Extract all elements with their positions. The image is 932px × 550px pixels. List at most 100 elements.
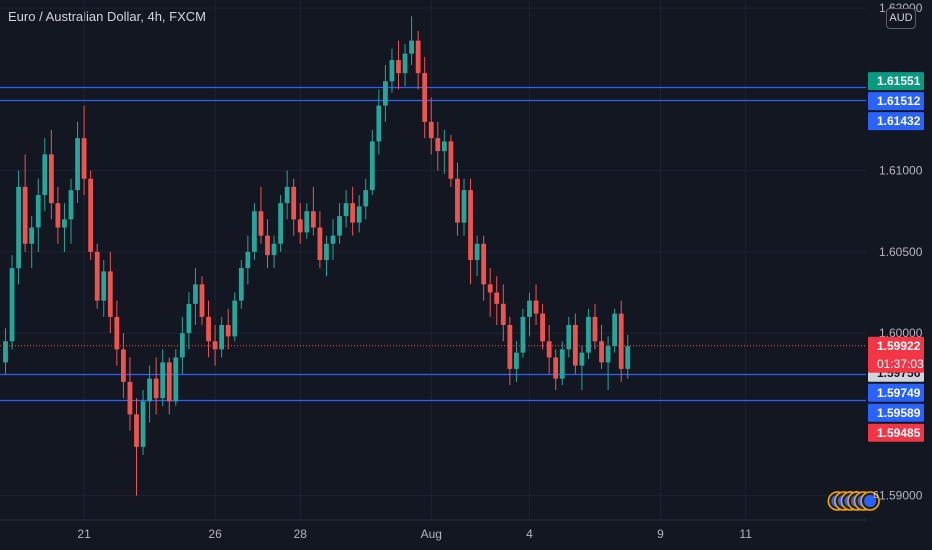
candle[interactable] (481, 235, 487, 301)
candle[interactable] (625, 334, 631, 379)
candle[interactable] (68, 178, 74, 244)
candle[interactable] (533, 284, 539, 325)
candle[interactable] (199, 276, 205, 325)
candle[interactable] (22, 154, 28, 252)
candle[interactable] (586, 308, 591, 360)
candle[interactable] (317, 211, 323, 269)
candle[interactable] (147, 365, 152, 423)
candle[interactable] (153, 357, 159, 415)
candle[interactable] (225, 308, 231, 350)
candle[interactable] (107, 251, 113, 334)
candle[interactable] (324, 235, 329, 277)
candle[interactable] (310, 186, 316, 236)
candle[interactable] (579, 346, 585, 390)
candle[interactable] (238, 260, 244, 309)
candle[interactable] (42, 138, 48, 212)
candle[interactable] (514, 341, 519, 382)
candle[interactable] (75, 121, 80, 204)
candle[interactable] (304, 203, 310, 239)
event-marker[interactable]: 6 (860, 490, 880, 511)
candle[interactable] (520, 308, 526, 358)
candle[interactable] (212, 325, 218, 366)
candle[interactable] (396, 40, 401, 90)
candle[interactable] (553, 349, 559, 390)
candle[interactable] (291, 178, 297, 236)
candle[interactable] (566, 316, 572, 358)
candle[interactable] (350, 186, 356, 236)
candle[interactable] (540, 303, 545, 350)
candle[interactable] (487, 268, 493, 317)
candle[interactable] (389, 48, 395, 93)
candle[interactable] (81, 105, 87, 195)
currency-button[interactable]: AUD (886, 8, 916, 29)
candle[interactable] (179, 316, 185, 374)
candle[interactable] (245, 235, 251, 285)
candle[interactable] (356, 195, 362, 233)
candle[interactable] (16, 170, 21, 285)
candle[interactable] (140, 390, 146, 455)
candle[interactable] (9, 255, 15, 350)
candle[interactable] (507, 316, 513, 386)
candle[interactable] (55, 186, 61, 244)
candle[interactable] (369, 130, 375, 195)
candle[interactable] (265, 219, 270, 269)
candle[interactable] (435, 121, 441, 171)
candle[interactable] (48, 130, 54, 220)
candle[interactable] (402, 43, 408, 87)
candle[interactable] (271, 235, 277, 269)
candle[interactable] (618, 300, 624, 382)
candle[interactable] (166, 357, 172, 415)
candle[interactable] (297, 203, 303, 244)
candle[interactable] (160, 349, 166, 407)
candle[interactable] (612, 308, 618, 353)
candle[interactable] (284, 170, 290, 220)
candle[interactable] (422, 56, 428, 139)
candle[interactable] (605, 336, 611, 390)
candle[interactable] (219, 316, 225, 358)
candle[interactable] (474, 235, 480, 277)
candle[interactable] (572, 313, 578, 374)
candle[interactable] (3, 328, 8, 374)
candle[interactable] (592, 303, 598, 350)
candle[interactable] (500, 284, 506, 342)
candle[interactable] (258, 186, 264, 244)
candle[interactable] (186, 292, 192, 350)
candle[interactable] (127, 357, 133, 431)
candle[interactable] (62, 203, 67, 252)
candle[interactable] (88, 170, 94, 260)
candle[interactable] (415, 30, 421, 90)
candle[interactable] (461, 178, 467, 236)
candle[interactable] (134, 398, 139, 496)
candle[interactable] (559, 341, 565, 386)
candle[interactable] (527, 292, 532, 337)
candle[interactable] (428, 97, 434, 155)
candle[interactable] (173, 349, 179, 407)
candle[interactable] (35, 178, 41, 252)
candle[interactable] (494, 276, 500, 325)
candle[interactable] (114, 300, 120, 366)
candle[interactable] (278, 195, 283, 252)
candle[interactable] (468, 178, 473, 285)
candle[interactable] (121, 333, 126, 399)
candle[interactable] (337, 203, 342, 244)
candle[interactable] (94, 243, 100, 309)
candle[interactable] (376, 89, 382, 155)
candle[interactable] (383, 65, 388, 122)
candle[interactable] (29, 216, 35, 269)
candle[interactable] (599, 325, 604, 369)
candle[interactable] (101, 260, 107, 317)
candle[interactable] (455, 162, 460, 236)
candle[interactable] (448, 134, 454, 187)
candle[interactable] (232, 292, 238, 342)
candle[interactable] (252, 203, 257, 260)
candle[interactable] (193, 268, 198, 325)
candle[interactable] (206, 300, 211, 358)
candle[interactable] (343, 190, 349, 228)
candle[interactable] (546, 325, 552, 374)
candle[interactable] (330, 219, 336, 260)
candle[interactable] (441, 130, 447, 174)
candle[interactable] (363, 178, 369, 220)
candle[interactable] (409, 16, 414, 65)
